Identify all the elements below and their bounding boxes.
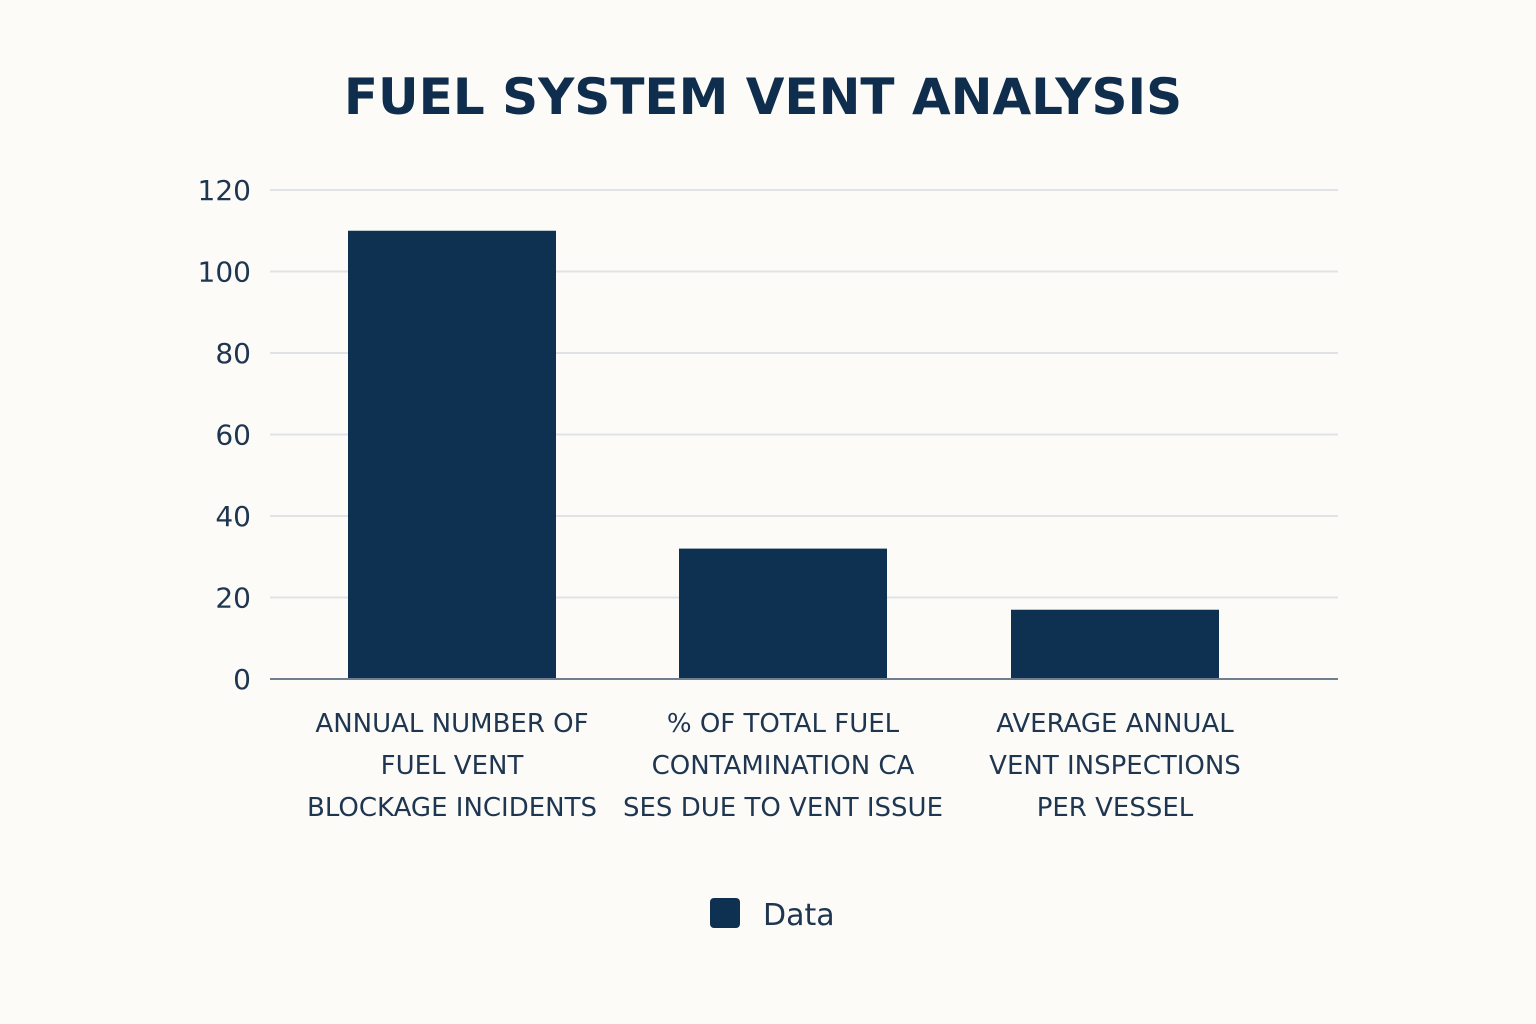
- y-tick-label-20: 20: [215, 582, 251, 615]
- x-category-label-line: CONTAMINATION CA: [652, 751, 915, 781]
- bars: [348, 230, 1219, 679]
- y-tick-label-100: 100: [198, 256, 251, 289]
- x-category-label-line: AVERAGE ANNUAL: [996, 709, 1234, 739]
- x-category-label-line: FUEL VENT: [381, 751, 524, 781]
- legend[interactable]: Data: [710, 898, 835, 933]
- x-category-label-line: SES DUE TO VENT ISSUE: [623, 793, 943, 823]
- x-category-label-1: ANNUAL NUMBER OF FUEL VENT BLOCKAGE INCIDE…: [307, 709, 597, 823]
- x-category-label-line: PER VESSEL: [1037, 793, 1194, 823]
- x-category-label-line: BLOCKAGE INCIDENTS: [307, 793, 597, 823]
- bar-3[interactable]: [1011, 609, 1219, 679]
- x-category-label-line: % OF TOTAL FUEL: [667, 709, 900, 739]
- bar-1[interactable]: [348, 230, 556, 679]
- x-category-label-line: ANNUAL NUMBER OF: [315, 709, 588, 739]
- x-axis-category-labels: ANNUAL NUMBER OF FUEL VENT BLOCKAGE INCIDE…: [307, 709, 1241, 823]
- y-axis-ticks: 0 20 40 60 80 100 120: [198, 174, 251, 696]
- y-tick-label-60: 60: [215, 419, 251, 452]
- y-tick-label-80: 80: [215, 337, 251, 370]
- legend-label: Data: [763, 898, 835, 933]
- x-category-label-2: % OF TOTAL FUEL CONTAMINATION CA SES DUE T…: [623, 709, 943, 823]
- bar-2[interactable]: [679, 548, 887, 679]
- y-tick-label-0: 0: [233, 663, 251, 696]
- legend-swatch: [710, 898, 740, 928]
- chart-title: FUEL SYSTEM VENT ANALYSIS: [344, 68, 1182, 126]
- y-tick-label-40: 40: [215, 500, 251, 533]
- y-tick-label-120: 120: [198, 174, 251, 207]
- x-category-label-line: VENT INSPECTIONS: [989, 751, 1241, 781]
- x-category-label-3: AVERAGE ANNUAL VENT INSPECTIONS PER VESSEL: [989, 709, 1241, 823]
